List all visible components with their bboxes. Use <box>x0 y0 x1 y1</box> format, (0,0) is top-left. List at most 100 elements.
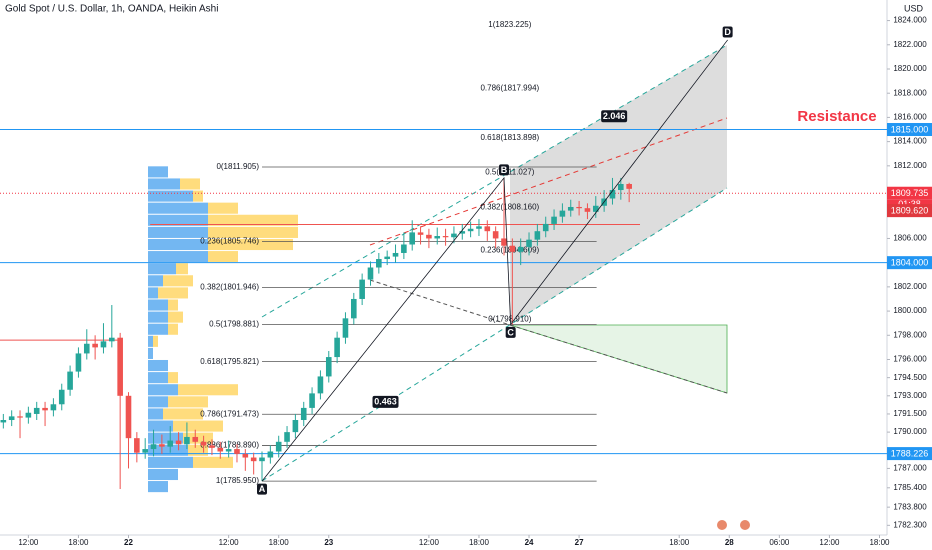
candle-body <box>100 341 107 348</box>
y-tick-label: 1806.000 <box>893 234 927 243</box>
candle-body <box>142 449 148 453</box>
volume-profile-bar <box>148 444 188 456</box>
candle-body <box>401 244 407 253</box>
volume-profile-bar <box>148 408 163 420</box>
y-tick-label: 1818.000 <box>893 88 927 97</box>
x-tick-label: 12:00 <box>419 538 440 547</box>
candle-body <box>200 441 207 446</box>
level-tag-box <box>887 447 932 461</box>
fib-label: 0(1811.905) <box>216 162 259 171</box>
candle-body <box>317 376 324 394</box>
volume-profile-bar <box>178 384 238 396</box>
candle-body <box>17 416 23 418</box>
candle-body <box>75 353 82 372</box>
candle-body <box>384 256 390 260</box>
candle-body <box>167 440 174 447</box>
volume-profile-bar <box>168 372 178 384</box>
candle-body <box>476 226 482 229</box>
volume-profile-bar <box>148 335 153 347</box>
y-tick-label: 1790.000 <box>893 427 927 436</box>
volume-profile-bar <box>148 299 168 311</box>
fib-label: 0.382(1801.946) <box>200 283 259 292</box>
fib-label: 0.382(1808.160) <box>480 202 539 211</box>
candle-body <box>501 238 507 246</box>
ratio-badge <box>601 110 628 123</box>
candle-body <box>426 234 432 239</box>
y-tick-label: 1820.000 <box>893 64 927 73</box>
abcd-path <box>261 39 728 482</box>
y-tick-label: 1796.000 <box>893 355 927 364</box>
event-icon <box>740 520 750 530</box>
ratio-badge <box>372 395 399 408</box>
volume-profile-bar <box>168 323 178 335</box>
x-tick-label: 12:00 <box>219 538 240 547</box>
volume-profile-bar <box>208 202 238 214</box>
candle-body <box>42 407 48 411</box>
candle-body <box>150 444 157 450</box>
x-tick-label: 18:00 <box>68 538 89 547</box>
countdown: 01:38 <box>898 199 921 209</box>
point-badge <box>257 483 268 495</box>
x-tick-label: 12:00 <box>18 538 39 547</box>
x-tick-label: 23 <box>324 538 333 547</box>
y-tick-label: 1800.000 <box>893 306 927 315</box>
candle-body <box>134 438 140 453</box>
candle-body <box>442 236 449 238</box>
fib-label: 1(1785.950) <box>216 476 259 485</box>
candle-body <box>542 223 549 232</box>
candle-body <box>492 231 499 239</box>
candle-body <box>534 231 541 240</box>
point-badge <box>498 164 509 176</box>
y-tick-label: 1791.500 <box>893 409 927 418</box>
level-tag: 1788.226 <box>891 448 929 458</box>
candle-body <box>342 318 349 338</box>
y-tick-label: 1812.000 <box>893 161 927 170</box>
level-tag: 1815.000 <box>891 124 929 134</box>
volume-profile-bar <box>148 384 178 396</box>
volume-profile-bar <box>148 263 176 275</box>
x-tick-label: 18:00 <box>469 538 490 547</box>
candle-body <box>517 246 524 252</box>
candle-body <box>367 267 374 280</box>
volume-profile-bar <box>158 287 188 299</box>
candle-body <box>309 393 315 408</box>
resistance-label: Resistance <box>797 108 876 125</box>
candle-body <box>592 205 599 212</box>
y-tick-label: 1814.000 <box>893 137 927 146</box>
candle-body <box>33 407 40 414</box>
y-tick-label: 1782.300 <box>893 520 927 529</box>
candle-body <box>209 445 215 448</box>
candle-body <box>609 190 616 199</box>
candle-body <box>184 436 190 445</box>
volume-profile-bar <box>208 238 293 251</box>
y-tick-label: 1822.000 <box>893 40 927 49</box>
volume-profile-bar <box>148 202 208 214</box>
second-price-tag: 1809.620 <box>891 206 929 216</box>
candle-body <box>576 206 582 209</box>
volume-profile-bar <box>163 275 193 287</box>
y-tick-label: 1798.000 <box>893 330 927 339</box>
candle-body <box>300 407 307 421</box>
point-label: D <box>724 27 731 37</box>
candle-body <box>567 206 574 211</box>
candle-body <box>509 245 516 252</box>
y-tick-label: 1824.000 <box>893 16 927 25</box>
volume-profile-bar <box>176 263 188 275</box>
candle-body <box>0 420 7 423</box>
x-tick-label: 12:00 <box>819 538 840 547</box>
candle-body <box>67 371 73 390</box>
candle-body <box>92 343 98 348</box>
volume-profile-bar <box>148 178 180 190</box>
candle-body <box>217 447 224 452</box>
candle-body <box>234 449 240 454</box>
candle-body <box>58 389 65 405</box>
candle-body <box>559 210 566 217</box>
volume-profile-bar <box>148 238 208 251</box>
candle-body <box>451 233 457 238</box>
candle-body <box>392 252 399 257</box>
y-tick-label: 1794.500 <box>893 373 927 382</box>
volume-profile-bar <box>148 347 153 359</box>
y-tick-label: 1816.000 <box>893 113 927 122</box>
volume-profile-bar <box>148 226 208 238</box>
ratio-label: 2.046 <box>603 111 626 121</box>
